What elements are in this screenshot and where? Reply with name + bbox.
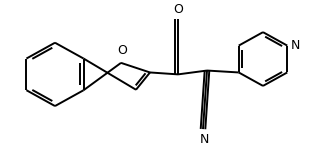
Text: O: O: [173, 3, 183, 16]
Text: N: N: [291, 39, 301, 52]
Text: O: O: [117, 44, 127, 57]
Text: N: N: [199, 133, 209, 146]
